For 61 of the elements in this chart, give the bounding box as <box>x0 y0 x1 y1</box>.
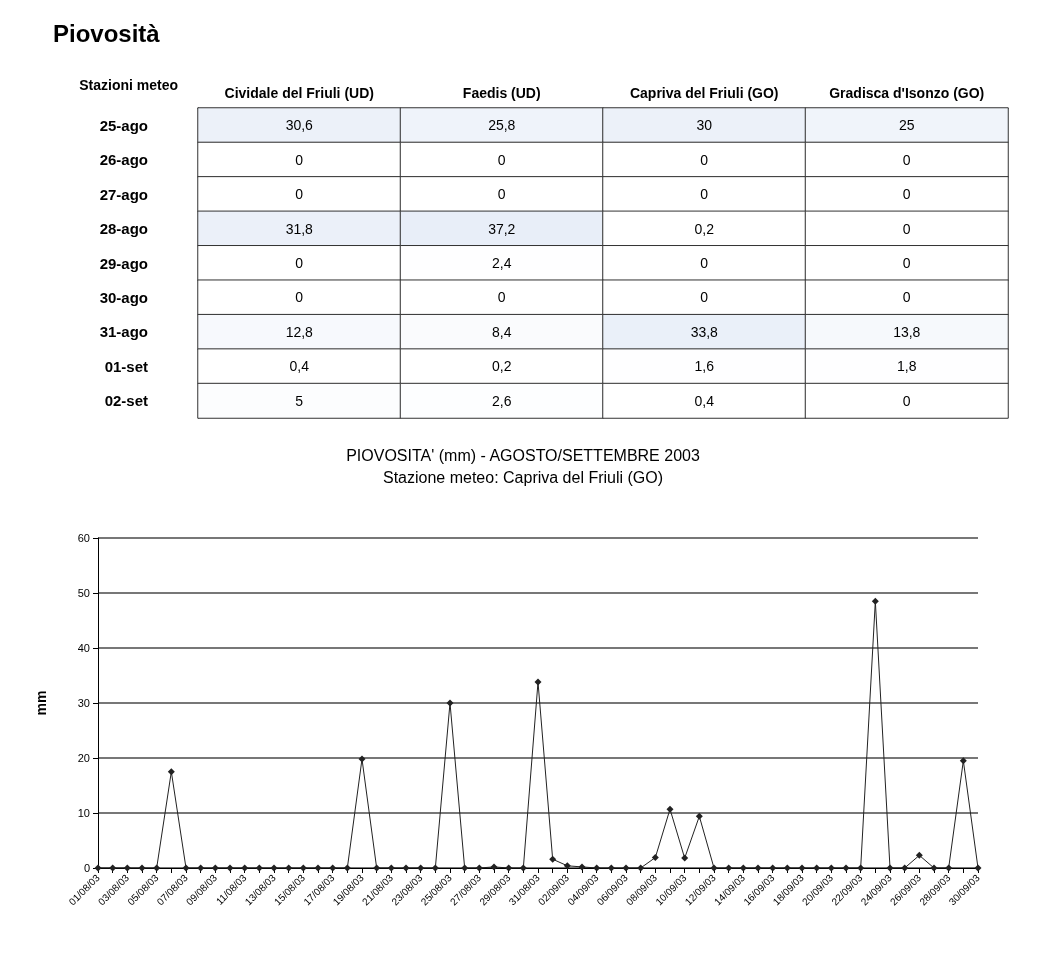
data-label: 31,8 <box>285 220 314 237</box>
y-tick-label: 50 <box>77 587 90 599</box>
data-label: 0 <box>902 255 911 271</box>
y-tick-label: 30-ago <box>99 288 148 306</box>
data-label: 0,4 <box>694 392 715 409</box>
data-label: 0 <box>497 186 506 203</box>
data-label: 1,8 <box>897 358 917 375</box>
y-tick-label: 01-set <box>104 357 148 375</box>
x-tick-label: Cividale del Friuli (UD) <box>224 85 374 101</box>
y-tick-label: 31-ago <box>99 323 148 341</box>
data-label: 0 <box>295 289 304 306</box>
y-tick-label: 25-ago <box>99 116 148 134</box>
data-label: 0,2 <box>492 358 512 375</box>
data-label: 12,8 <box>285 323 314 340</box>
y-tick-label: 26-ago <box>99 151 148 169</box>
y-tick-label: 60 <box>77 532 90 544</box>
y-tick-label: 29-ago <box>99 254 148 272</box>
data-label: 0 <box>902 392 911 409</box>
y-tick-label: 10 <box>77 807 90 819</box>
chart-title: PIOVOSITA' (mm) - AGOSTO/SETTEMBRE 2003 <box>346 446 700 464</box>
data-label: 13,8 <box>893 323 921 340</box>
data-label: 0 <box>700 151 709 168</box>
y-axis-title: mm <box>33 690 49 716</box>
data-label: 0 <box>497 151 506 168</box>
data-label: 0 <box>902 186 911 203</box>
x-tick-label: Gradisca d'Isonzo (GO) <box>829 85 985 101</box>
data-label: 0 <box>902 151 911 168</box>
y-tick-label: 30 <box>77 697 90 709</box>
data-label: 0 <box>295 255 304 271</box>
data-label: 0 <box>902 220 911 237</box>
data-label: 37,2 <box>488 220 516 237</box>
data-label: 0 <box>497 289 506 306</box>
data-label: 25,8 <box>488 117 516 134</box>
x-tick-label: Faedis (UD) <box>462 85 541 101</box>
y-tick-label: 02-set <box>104 392 148 410</box>
data-label: 0 <box>700 255 709 271</box>
data-label: 0 <box>700 289 709 306</box>
data-label: 2,4 <box>492 255 512 271</box>
chart-subtitle: Stazione meteo: Capriva del Friuli (GO) <box>382 468 664 486</box>
y-tick-label: 0 <box>83 862 90 874</box>
data-label: 0,4 <box>289 358 310 375</box>
y-tick-label: 27-ago <box>99 185 148 203</box>
data-label: 0 <box>295 186 304 203</box>
data-label: 30 <box>696 117 713 134</box>
y-axis-title: Stazioni meteo <box>79 77 178 93</box>
data-label: 5 <box>295 392 304 409</box>
x-tick-label: Capriva del Friuli (GO) <box>629 85 779 101</box>
data-label: 1,6 <box>694 358 715 375</box>
y-tick-label: 40 <box>77 642 90 654</box>
data-label: 2,6 <box>492 392 512 409</box>
data-label: 0 <box>902 289 911 306</box>
data-label: 8,4 <box>492 323 512 340</box>
data-label: 0 <box>295 151 304 168</box>
data-label: 33,8 <box>690 323 719 340</box>
data-label: 0,2 <box>694 220 715 237</box>
chart-title: Piovosità <box>53 19 161 47</box>
y-tick-label: 20 <box>77 752 90 764</box>
data-label: 0 <box>700 186 709 203</box>
data-label: 30,6 <box>285 117 314 134</box>
y-tick-label: 28-ago <box>99 220 148 238</box>
data-label: 25 <box>898 117 915 134</box>
